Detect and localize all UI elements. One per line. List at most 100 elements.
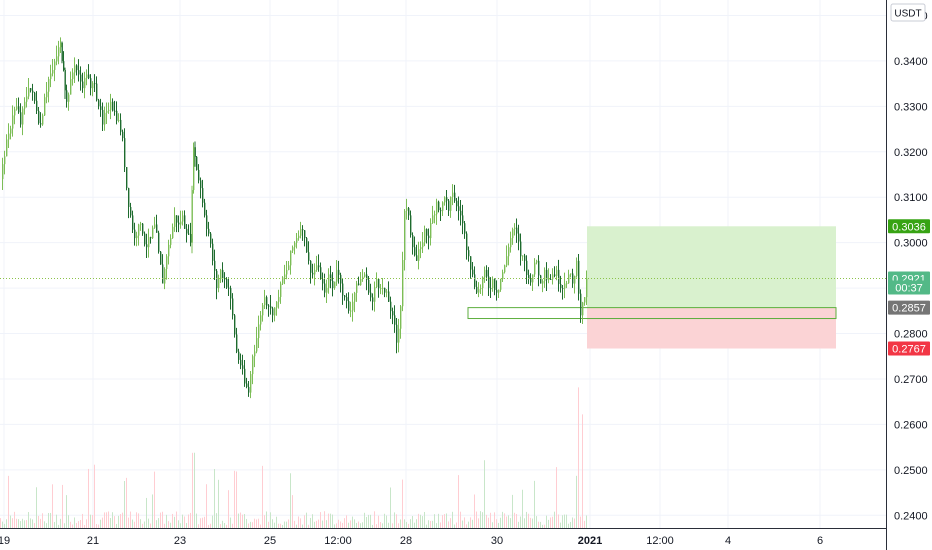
candle-body (96, 83, 98, 101)
volume-bar (116, 523, 117, 528)
candle-body (472, 269, 474, 275)
volume-bar (440, 522, 441, 528)
grid-lines (0, 0, 886, 528)
y-tick-label: 0.3300 (894, 101, 928, 113)
candle-body (40, 123, 42, 125)
volume-bar (278, 523, 279, 528)
candle-body (488, 276, 490, 289)
candle-body (364, 274, 366, 277)
volume-bar (464, 517, 465, 528)
volume-bar (182, 514, 183, 528)
candle-body (130, 207, 132, 216)
candle-body (208, 228, 210, 234)
candle-body (368, 279, 370, 293)
candle-body (6, 139, 8, 157)
volume-bar (298, 516, 299, 528)
candle-body (238, 351, 240, 360)
candle-body (63, 61, 65, 70)
candle-body (418, 249, 420, 261)
volume-bar (372, 524, 373, 528)
volume-bar (130, 511, 131, 528)
candle-body (528, 274, 530, 279)
volume-bar (242, 514, 243, 528)
candle-body (548, 278, 550, 280)
candle-body (182, 215, 184, 222)
candle-body (34, 92, 36, 101)
candle-body (20, 112, 22, 125)
volume-bar (366, 516, 367, 528)
candle-body (518, 233, 520, 242)
candle-body (60, 42, 62, 48)
volume-bar (532, 518, 533, 528)
candle-body (118, 119, 120, 121)
candle-body (524, 255, 526, 261)
candle-body (172, 226, 174, 239)
volume-bar (466, 524, 467, 528)
volume-bar (492, 522, 493, 528)
volume-bar (212, 515, 213, 528)
candle-body (346, 297, 348, 302)
candle-body (22, 108, 24, 125)
volume-bar (424, 511, 425, 528)
volume-bar (552, 516, 553, 528)
candle-body (180, 221, 182, 225)
candle-body (54, 61, 56, 70)
volume-bar (480, 511, 481, 528)
candle-body (490, 288, 492, 290)
volume-bar (444, 514, 445, 528)
volume-bar (170, 522, 171, 528)
candle-body (494, 278, 496, 291)
volume-bar (166, 514, 167, 528)
stop-loss-zone (587, 307, 836, 349)
volume-bar (246, 518, 247, 528)
volume-bar (548, 519, 549, 528)
candle-body (388, 291, 390, 302)
candle-body (94, 83, 96, 85)
volume-bar (22, 518, 23, 528)
candle-body (334, 281, 336, 289)
position-zones[interactable] (467, 226, 837, 349)
candle-body (574, 275, 576, 284)
volume-bar (230, 517, 231, 528)
volume-bar (484, 460, 485, 528)
candle-body (24, 101, 26, 109)
volume-bar (136, 512, 137, 528)
volume-bar (488, 517, 489, 528)
price-axis[interactable]: 0.35000.34000.33000.32000.31000.30000.29… (886, 0, 928, 550)
volume-bar (28, 512, 29, 528)
y-tick-label: 0.3400 (894, 56, 928, 68)
volume-bar (566, 514, 567, 528)
volume-bar (468, 521, 469, 528)
candle-body (520, 241, 522, 257)
candle-body (270, 306, 272, 309)
price-badge-bg (888, 219, 930, 234)
candle-body (106, 110, 108, 113)
candle-body (28, 88, 30, 97)
candle-body (492, 278, 494, 289)
x-tick-label: 25 (264, 535, 276, 547)
candle-body (272, 308, 274, 316)
volume-bar (364, 512, 365, 528)
volume-bar (82, 513, 83, 528)
volume-bar (384, 513, 385, 528)
volume-bar (162, 511, 163, 528)
candle-body (540, 275, 542, 284)
volume-bar (550, 517, 551, 528)
volume-bar (12, 518, 13, 528)
currency-box[interactable]: USDT (890, 3, 926, 22)
volume-bar (210, 523, 211, 528)
candle-body (408, 208, 410, 216)
candle-body (248, 386, 250, 393)
candle-body (66, 90, 68, 102)
volume-bar (250, 521, 251, 528)
candle-body (80, 74, 82, 82)
volume-bar (34, 523, 35, 528)
candle-body (68, 94, 70, 102)
candle-body (142, 223, 144, 234)
volume-bar (60, 518, 61, 528)
volume-bar (322, 520, 323, 528)
volume-bar (456, 522, 457, 528)
volume-bar (436, 523, 437, 528)
time-axis[interactable]: 19 21 23 25 12:00 28 30 2021 12:00 4 6 (0, 528, 886, 548)
